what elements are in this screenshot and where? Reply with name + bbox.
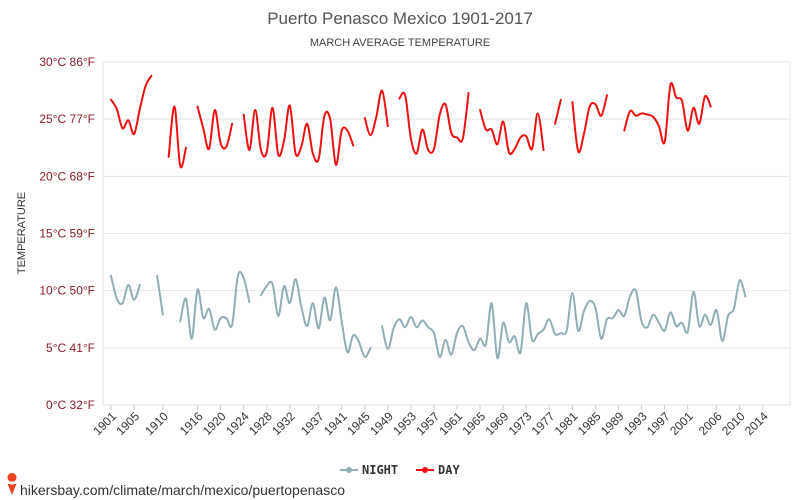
x-tick-label: 1949 [367, 409, 396, 438]
chart-title: Puerto Penasco Mexico 1901-2017 [267, 9, 533, 28]
x-tick-label: 1910 [142, 409, 171, 438]
x-tick-label: 1989 [598, 409, 627, 438]
legend-day-label: DAY [438, 463, 460, 477]
series-line-day [242, 104, 355, 166]
x-tick-label: 1981 [552, 409, 581, 438]
series-line-day [398, 91, 470, 155]
x-tick-label: 1969 [483, 409, 512, 438]
series-line-night [259, 278, 372, 358]
series-line-night [179, 270, 251, 340]
series-line-day [623, 82, 712, 145]
series-line-night [381, 279, 747, 360]
y-tick-label: 10°C 50°F [39, 284, 95, 298]
series-day [110, 74, 712, 169]
x-tick-label: 2014 [742, 409, 771, 438]
x-tick-label: 1965 [459, 409, 488, 438]
legend-item-night[interactable]: NIGHT [340, 463, 398, 477]
legend[interactable]: NIGHT DAY [340, 463, 460, 477]
x-tick-label: 2001 [667, 409, 696, 438]
x-tick-label: 1961 [436, 409, 465, 438]
x-tick-label: 1916 [177, 409, 206, 438]
x-tick-label: 1937 [298, 409, 327, 438]
map-pin-dot [10, 481, 14, 485]
x-tick-label: 1957 [413, 409, 442, 438]
series-line-night [110, 274, 141, 306]
y-axis-ticks: 0°C 32°F 5°C 41°F 10°C 50°F 15°C 59°F 20°C 6… [39, 55, 95, 412]
legend-night-marker [346, 467, 352, 473]
series-lines [110, 74, 747, 360]
x-tick-label: 1932 [269, 409, 298, 438]
y-tick-label: 20°C 68°F [39, 169, 95, 183]
series-line-day [167, 105, 187, 169]
x-tick-label: 1997 [644, 409, 673, 438]
x-tick-label: 1973 [506, 409, 535, 438]
x-tick-label: 1928 [246, 409, 275, 438]
x-tick-label: 1993 [621, 409, 650, 438]
x-tick-label: 1985 [575, 409, 604, 438]
chart-subtitle: MARCH AVERAGE TEMPERATURE [310, 37, 490, 49]
x-tick-label: 1977 [529, 409, 558, 438]
x-tick-label: 1953 [390, 409, 419, 438]
legend-night-label: NIGHT [362, 463, 398, 477]
series-line-day [196, 105, 234, 151]
x-tick-label: 1901 [90, 409, 119, 438]
y-tick-label: 0°C 32°F [46, 398, 95, 412]
credit-text[interactable]: hikersbay.com/climate/march/mexico/puert… [20, 482, 345, 498]
y-tick-label: 25°C 77°F [39, 112, 95, 126]
x-tick-label: 1945 [344, 409, 373, 438]
x-tick-label: 2010 [719, 409, 748, 438]
grid [102, 61, 791, 406]
series-line-day [571, 94, 608, 154]
x-tick-label: 1920 [200, 409, 229, 438]
y-tick-label: 30°C 86°F [39, 55, 95, 69]
series-night [110, 270, 747, 360]
credit-link[interactable]: hikersbay.com/climate/march/mexico/puert… [7, 473, 346, 498]
x-tick-label: 1941 [321, 409, 350, 438]
series-line-day [110, 74, 153, 136]
legend-day-marker [422, 467, 428, 473]
x-tick-label: 2006 [696, 409, 725, 438]
series-line-day [554, 98, 562, 125]
series-line-night [156, 274, 164, 316]
x-tick-label: 1924 [223, 409, 252, 438]
y-axis-label: TEMPERATURE [16, 192, 28, 274]
legend-item-day[interactable]: DAY [416, 463, 460, 477]
y-tick-label: 15°C 59°F [39, 227, 95, 241]
series-line-day [363, 89, 389, 137]
series-line-day [479, 109, 545, 156]
y-tick-label: 5°C 41°F [46, 341, 95, 355]
x-tick-label: 1905 [113, 409, 142, 438]
